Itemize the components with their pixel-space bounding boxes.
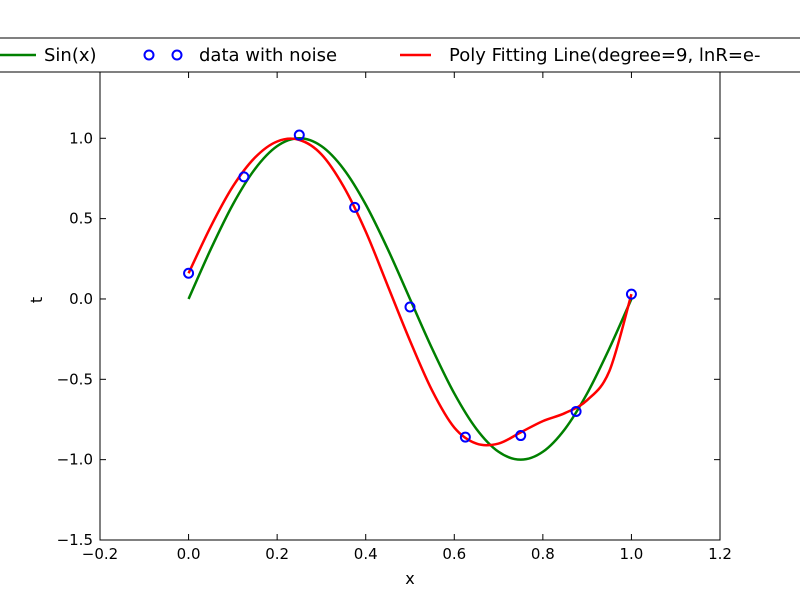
data-point — [238, 171, 250, 183]
series-layer — [183, 129, 637, 461]
legend-marker-data-1 — [143, 49, 155, 61]
y-tick-label: 0.5 — [69, 210, 93, 228]
sin-curve — [187, 137, 633, 461]
x-tick-label: 1.0 — [619, 545, 643, 563]
y-tick-label: −1.0 — [57, 451, 93, 469]
legend-label-sin: Sin(x) — [44, 45, 97, 66]
x-tick-label: 0.8 — [531, 545, 555, 563]
y-tick-label: 1.0 — [69, 129, 93, 147]
y-tick-label: −0.5 — [57, 370, 93, 388]
data-point — [349, 201, 361, 213]
data-point — [459, 431, 471, 443]
legend-label-data: data with noise — [199, 45, 337, 66]
legend: Sin(x) data with noise Poly Fitting Line… — [0, 37, 800, 73]
y-axis-label: t — [27, 297, 46, 303]
x-tick-label: 0.2 — [265, 545, 289, 563]
x-tick-label: −0.2 — [82, 545, 118, 563]
data-point — [625, 288, 637, 300]
plot-frame — [99, 71, 721, 541]
x-tick-label: 1.2 — [708, 545, 732, 563]
ticks-layer: −0.2 0.0 0.2 0.4 0.6 0.8 1.0 1.2 −1.5 −1.0 −0.5 0.0… — [57, 72, 732, 563]
legend-label-poly: Poly Fitting Line(degree=9, lnR=e- — [449, 45, 760, 66]
x-tick-label: 0.0 — [177, 545, 201, 563]
data-point — [404, 301, 416, 313]
x-tick-label: 0.6 — [442, 545, 466, 563]
data-point — [515, 430, 527, 442]
data-point — [293, 129, 305, 141]
y-tick-label: 0.0 — [69, 290, 93, 308]
x-axis-label: x — [405, 569, 414, 588]
poly-fit-curve — [187, 137, 633, 447]
data-point — [570, 405, 582, 417]
y-tick-label: −1.5 — [57, 531, 93, 549]
legend-marker-data-2 — [171, 49, 183, 61]
x-tick-label: 0.4 — [354, 545, 378, 563]
data-point — [183, 267, 195, 279]
